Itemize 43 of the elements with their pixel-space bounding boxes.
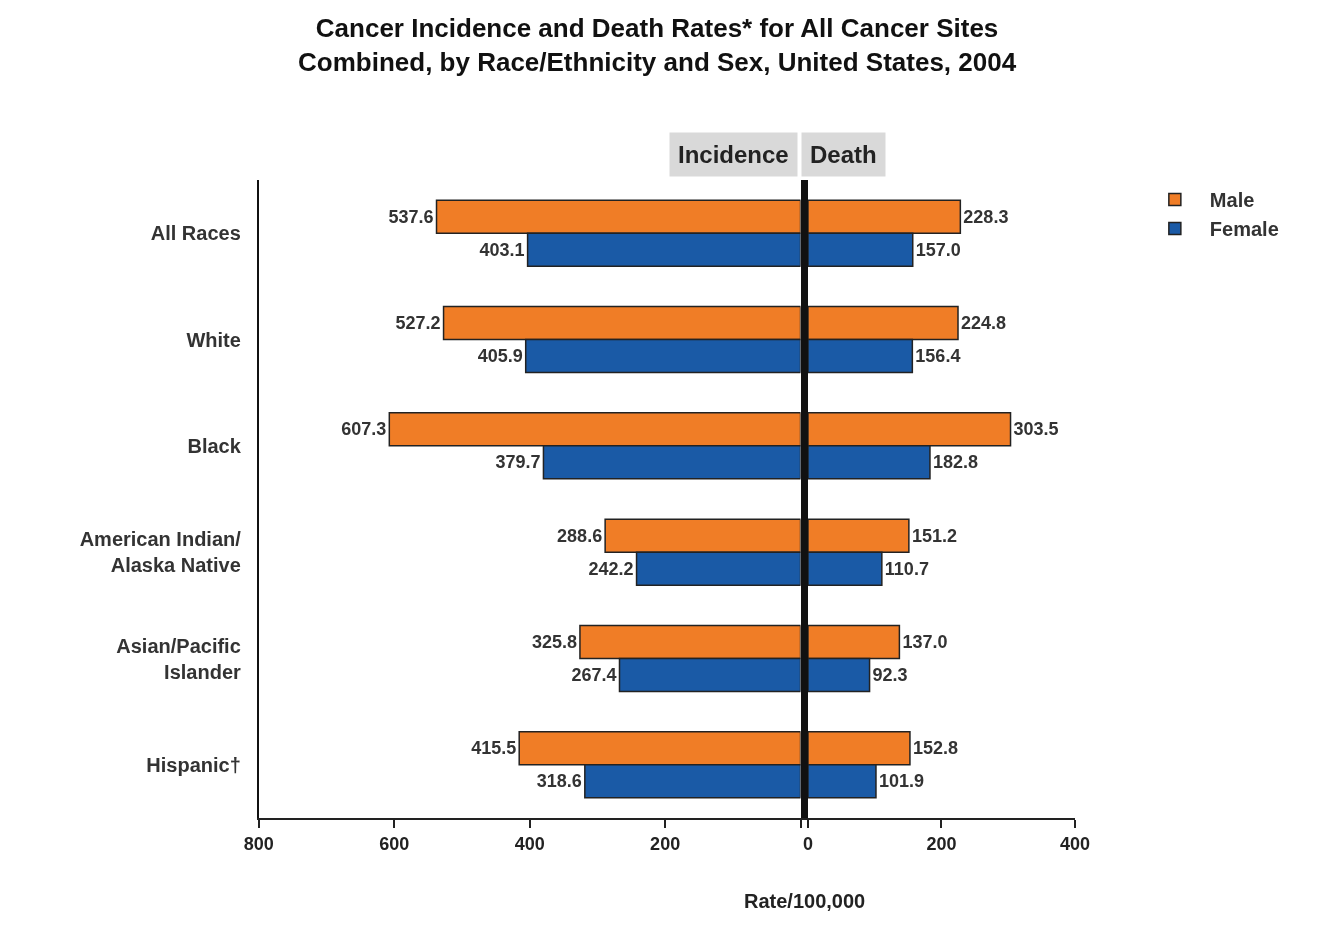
x-tick-label: 400 xyxy=(1059,833,1090,854)
data-label: 527.2 xyxy=(395,313,441,334)
data-label: 242.2 xyxy=(588,558,634,579)
x-tick-label: 600 xyxy=(379,833,410,854)
data-label: 379.7 xyxy=(495,452,541,473)
chart-title: Cancer Incidence and Death Rates* for All Cancer Sites Combined, by Race/Ethnicity and Sex, United States, 2004 xyxy=(298,13,1017,77)
x-tick-label: 800 xyxy=(243,833,274,854)
data-label: 318.6 xyxy=(536,771,582,792)
data-label: 288.6 xyxy=(557,525,603,546)
data-label: 224.8 xyxy=(961,313,1007,334)
data-label: 607.3 xyxy=(341,419,387,440)
legend-label: Female xyxy=(1209,218,1279,241)
x-axis-title: Rate/100,000 xyxy=(744,890,866,912)
data-label: 156.4 xyxy=(915,345,961,366)
data-label: 228.3 xyxy=(963,206,1009,227)
data-label: 137.0 xyxy=(902,632,948,653)
y-tick-label: Black xyxy=(187,434,242,457)
data-label: 152.8 xyxy=(912,738,958,759)
data-label: 157.0 xyxy=(915,239,961,260)
chart-subtitle: Incidence xyxy=(678,141,789,168)
data-label: 403.1 xyxy=(479,239,525,260)
data-label: 405.9 xyxy=(477,345,523,366)
data-label: 537.6 xyxy=(388,206,434,227)
x-tick-label: 400 xyxy=(514,833,545,854)
y-tick-label: American Indian/ Alaska Native xyxy=(79,528,242,577)
data-label: 101.9 xyxy=(878,771,925,792)
data-label: 92.3 xyxy=(872,664,908,685)
x-tick-label: 200 xyxy=(926,833,957,854)
data-label: 325.8 xyxy=(531,632,577,653)
chart-title: Death xyxy=(810,141,877,168)
legend-label: Male xyxy=(1209,189,1255,212)
data-label: 415.5 xyxy=(471,738,517,759)
data-label: 267.4 xyxy=(571,664,617,685)
data-label: 182.8 xyxy=(932,452,979,473)
y-tick-label: All Races xyxy=(150,222,241,245)
data-label: 110.7 xyxy=(884,558,929,579)
y-tick-label: Hispanic† xyxy=(146,753,241,776)
y-tick-label: Asian/Pacific Islander xyxy=(116,634,242,683)
y-tick-label: White xyxy=(186,328,241,351)
data-label: 151.2 xyxy=(911,525,957,546)
x-tick-label: 200 xyxy=(650,833,681,854)
x-tick-label: 0 xyxy=(802,833,813,854)
data-label: 303.5 xyxy=(1013,419,1059,440)
